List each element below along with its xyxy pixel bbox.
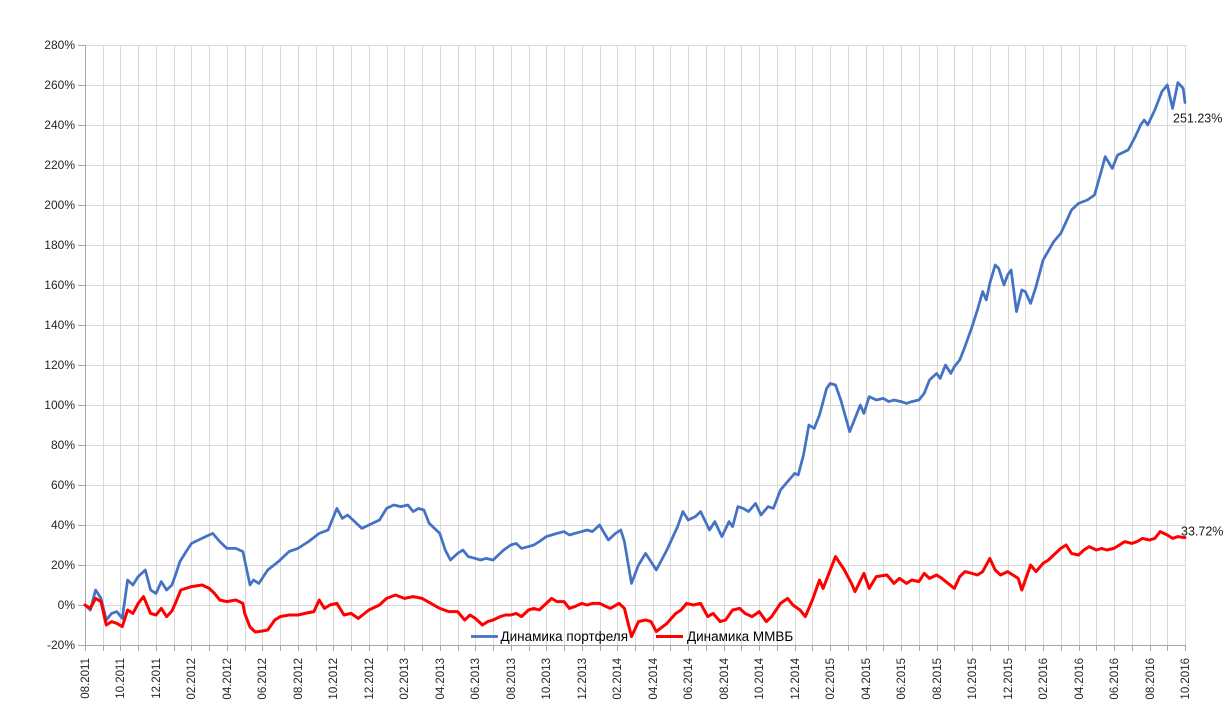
x-tick-label: 08.2012 xyxy=(293,658,305,700)
gridlines xyxy=(85,45,1186,646)
x-tick-label: 10.2013 xyxy=(541,658,553,700)
x-tick-label: 10.2012 xyxy=(328,658,340,700)
x-tick-label: 04.2013 xyxy=(435,658,447,700)
y-tick-label: 180% xyxy=(44,238,75,252)
micex-line-series xyxy=(83,530,1187,639)
x-tick-label: 02.2014 xyxy=(612,657,624,699)
legend-label: Динамика ММВБ xyxy=(687,629,793,644)
y-tick-label: 240% xyxy=(44,118,75,132)
x-tick-label: 12.2014 xyxy=(790,657,802,699)
legend-item: Динамика ММВБ xyxy=(656,629,793,644)
y-tick-label: 0% xyxy=(58,598,76,612)
x-tick-label: 04.2016 xyxy=(1074,658,1086,700)
legend: Динамика портфеля Динамика ММВБ xyxy=(471,629,793,644)
x-tick-label: 10.2014 xyxy=(754,657,766,699)
x-tick-label: 02.2015 xyxy=(825,658,837,700)
x-tick-label: 04.2014 xyxy=(648,657,660,699)
y-tick-label: 120% xyxy=(44,358,75,372)
y-tick-label: 60% xyxy=(51,478,75,492)
axis-labels: -20% 0% 20% 40% 60% 80% 100% 120% 140% 160% 180% 20… xyxy=(44,38,1192,700)
y-tick-label: 260% xyxy=(44,78,75,92)
x-tick-label: 04.2012 xyxy=(222,658,234,700)
y-tick-label: -20% xyxy=(47,638,75,652)
x-tick-label: 02.2016 xyxy=(1038,658,1050,700)
x-tick-label: 02.2012 xyxy=(186,658,198,700)
portfolio-line-series xyxy=(83,81,1187,622)
y-tick-label: 280% xyxy=(44,38,75,52)
x-tick-label: 06.2013 xyxy=(470,658,482,700)
y-tick-label: 100% xyxy=(44,398,75,412)
y-tick-label: 80% xyxy=(51,438,75,452)
x-tick-label: 06.2012 xyxy=(257,658,269,700)
x-tick-label: 08.2013 xyxy=(506,658,518,700)
x-tick-label: 06.2014 xyxy=(683,657,695,699)
x-tick-label: 06.2015 xyxy=(896,658,908,700)
x-tick-label: 12.2015 xyxy=(1003,658,1015,700)
y-tick-label: 220% xyxy=(44,158,75,172)
x-tick-label: 12.2011 xyxy=(151,658,163,699)
x-tick-label: 08.2015 xyxy=(932,658,944,700)
axes xyxy=(78,45,1186,651)
y-tick-label: 200% xyxy=(44,198,75,212)
legend-label: Динамика портфеля xyxy=(501,629,629,644)
x-tick-label: 02.2013 xyxy=(399,658,411,700)
x-tick-label: 06.2016 xyxy=(1109,658,1121,700)
legend-item: Динамика портфеля xyxy=(471,629,628,644)
x-tick-label: 12.2012 xyxy=(364,658,376,700)
x-tick-label: 04.2015 xyxy=(861,658,873,700)
y-tick-label: 140% xyxy=(44,318,75,332)
y-tick-label: 20% xyxy=(51,558,75,572)
portfolio-line-series-end-value-label: 251.23% xyxy=(1173,112,1222,126)
y-tick-label: 160% xyxy=(44,278,75,292)
x-tick-label: 08.2011 xyxy=(80,658,92,699)
series-lines: 251.23% 33.72% xyxy=(83,81,1223,639)
y-tick-label: 40% xyxy=(51,518,75,532)
x-tick-label: 10.2015 xyxy=(967,658,979,700)
x-tick-label: 12.2013 xyxy=(577,658,589,700)
micex-line-series-end-value-label: 33.72% xyxy=(1181,525,1223,539)
x-tick-label: 10.2016 xyxy=(1180,658,1192,700)
x-tick-label: 08.2016 xyxy=(1145,658,1157,700)
x-tick-label: 10.2011 xyxy=(115,658,127,699)
x-tick-label: 08.2014 xyxy=(719,657,731,699)
